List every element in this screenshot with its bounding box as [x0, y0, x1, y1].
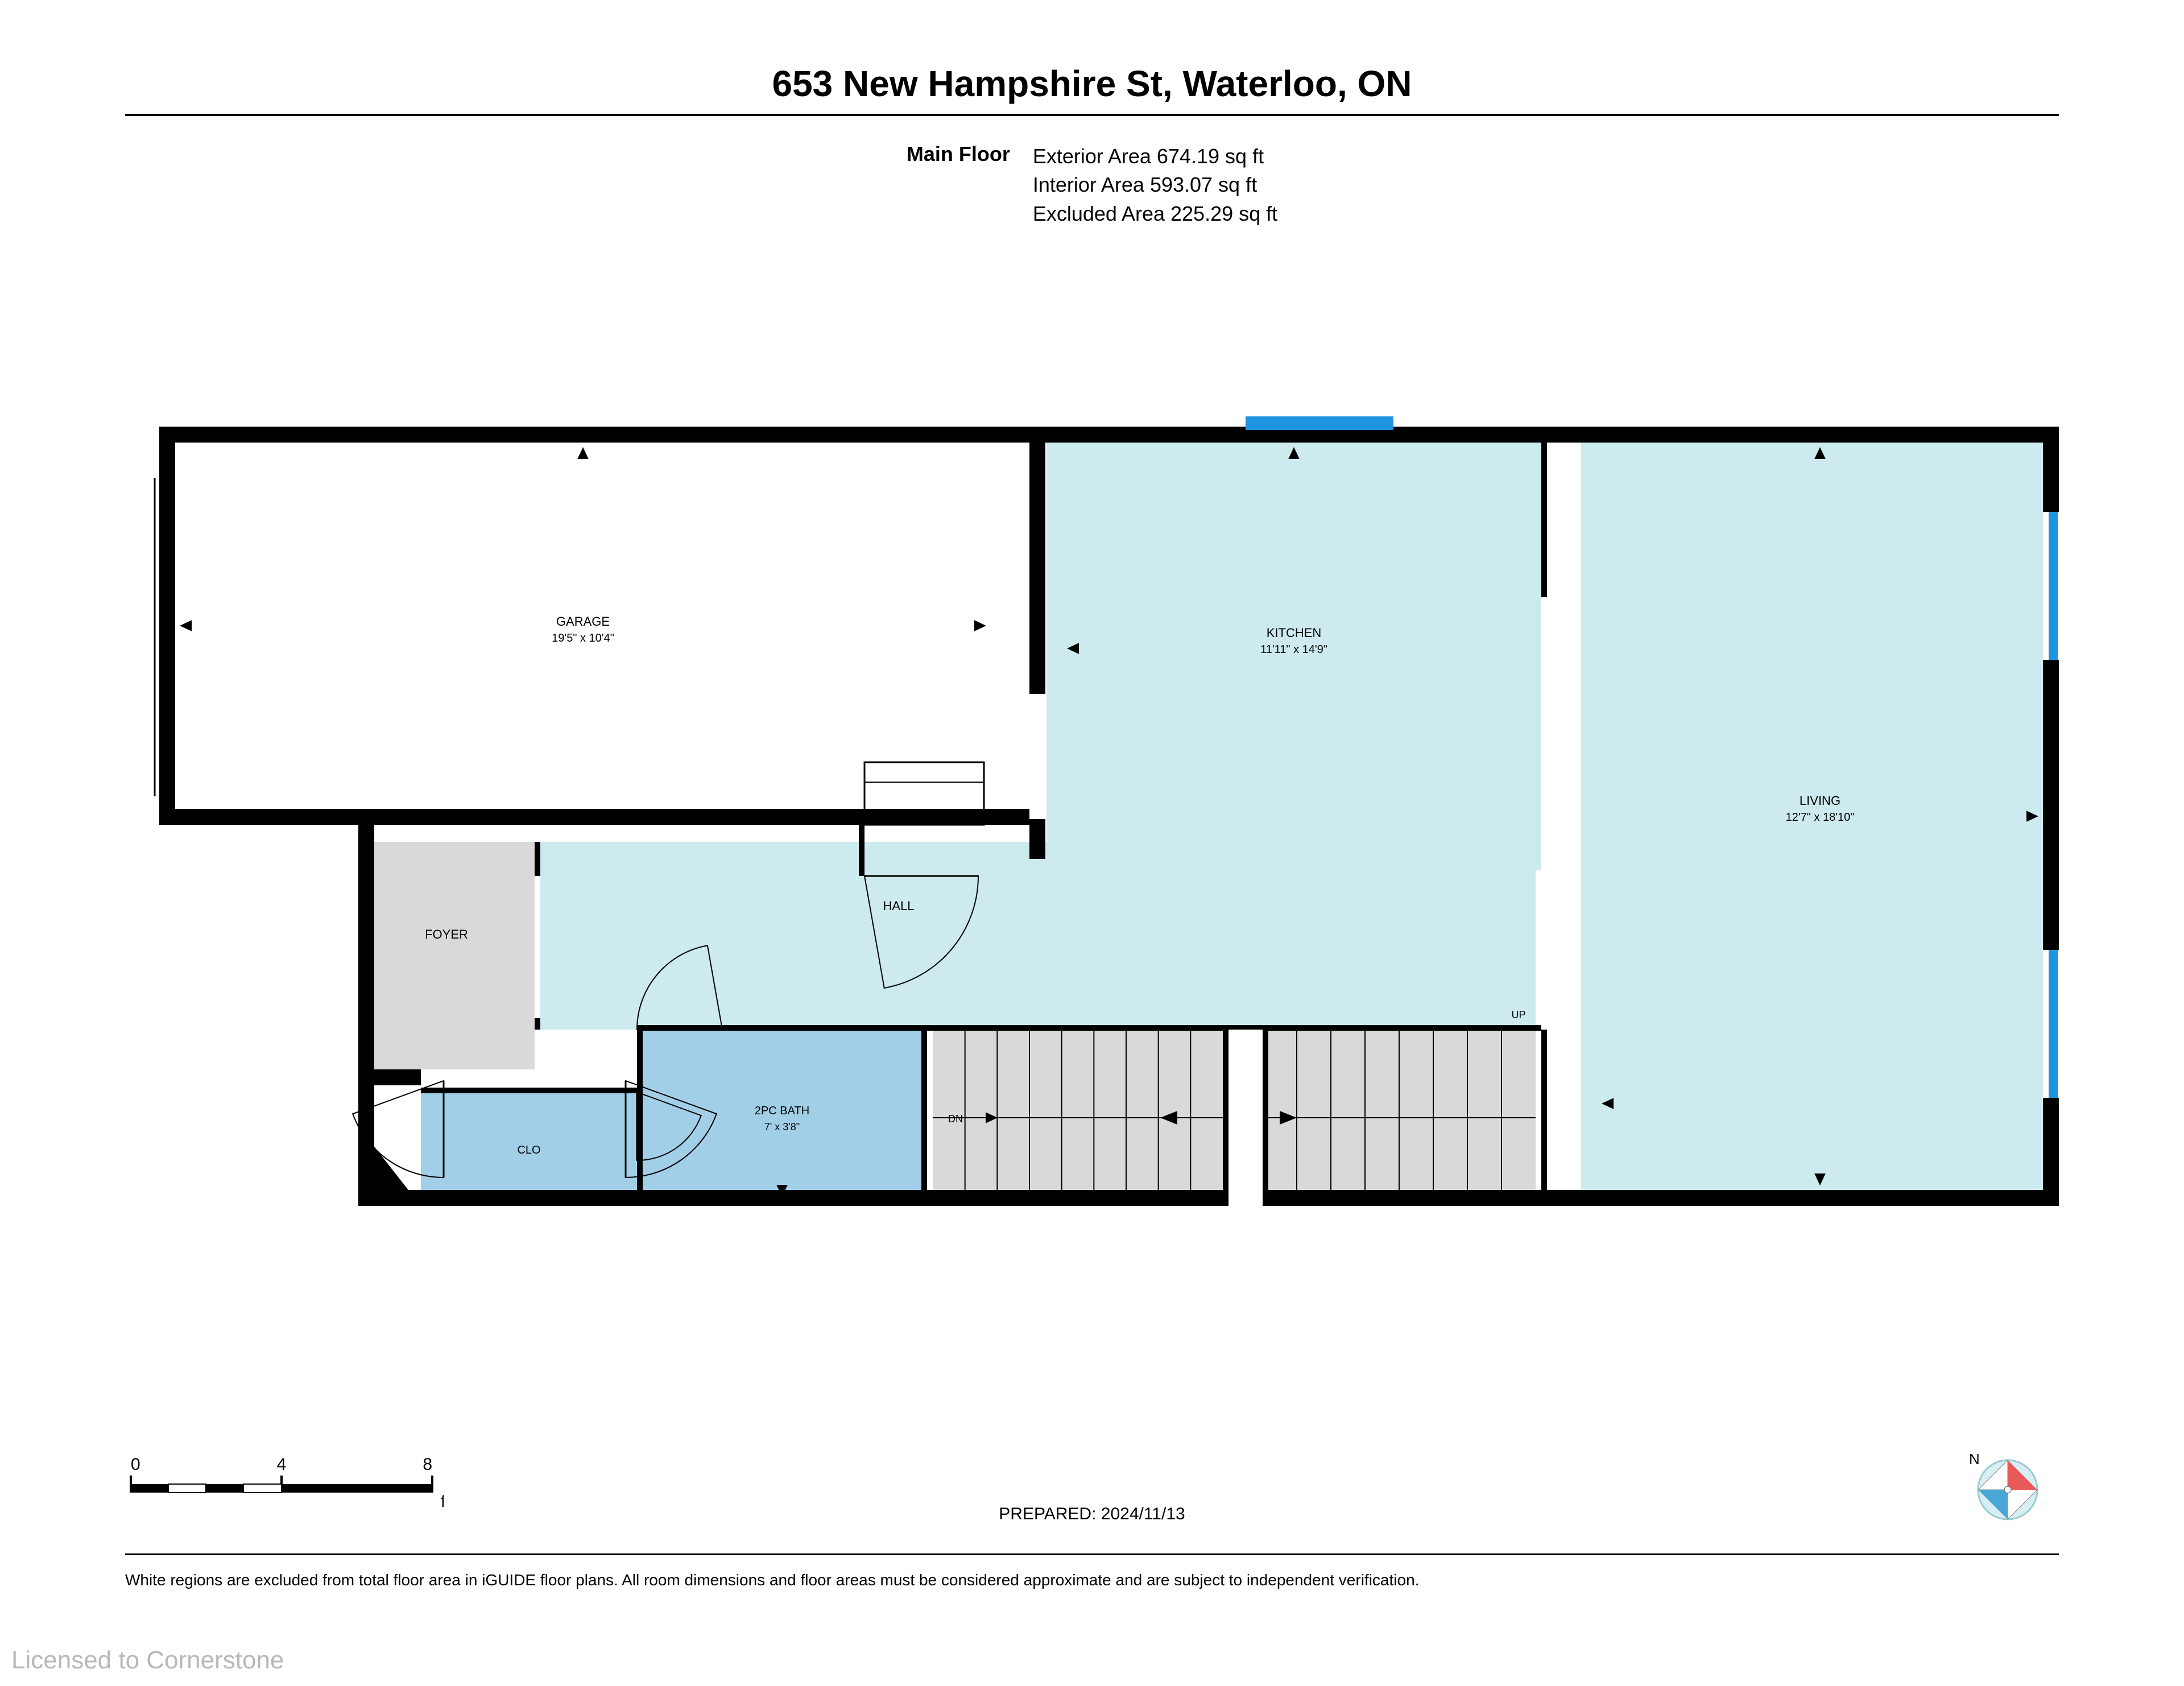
- svg-text:12'7" x 18'10": 12'7" x 18'10": [1786, 811, 1855, 824]
- disclaimer-text: White regions are excluded from total fl…: [125, 1571, 2059, 1589]
- floor-meta: Main Floor Exterior Area 674.19 sq ft In…: [0, 142, 2184, 228]
- area-exterior: Exterior Area 674.19 sq ft: [1033, 142, 1277, 171]
- prepared-date: PREPARED: 2024/11/13: [0, 1505, 2184, 1524]
- svg-text:2PC BATH: 2PC BATH: [755, 1105, 809, 1117]
- floor-name: Main Floor: [907, 142, 1010, 228]
- area-excluded: Excluded Area 225.29 sq ft: [1033, 200, 1277, 228]
- svg-text:GARAGE: GARAGE: [556, 614, 610, 629]
- scale-8: 8: [423, 1455, 432, 1474]
- scale-0: 0: [131, 1455, 140, 1474]
- svg-text:HALL: HALL: [883, 899, 914, 913]
- license-text: Licensed to Cornerstone: [11, 1646, 284, 1675]
- svg-text:LIVING: LIVING: [1800, 794, 1840, 808]
- title-rule: [125, 114, 2059, 116]
- svg-text:CLO: CLO: [517, 1144, 540, 1156]
- svg-text:FOYER: FOYER: [425, 927, 468, 941]
- disclaimer-rule: [125, 1553, 2059, 1555]
- page-title: 653 New Hampshire St, Waterloo, ON: [0, 63, 2184, 105]
- svg-text:DN: DN: [948, 1113, 963, 1125]
- svg-text:KITCHEN: KITCHEN: [1267, 626, 1322, 640]
- svg-text:UP: UP: [1511, 1009, 1525, 1020]
- svg-text:N: N: [1969, 1451, 1980, 1468]
- area-interior: Interior Area 593.07 sq ft: [1033, 171, 1277, 199]
- scale-4: 4: [277, 1455, 287, 1474]
- svg-text:11'11" x 14'9": 11'11" x 14'9": [1260, 643, 1327, 656]
- svg-text:7' x 3'8": 7' x 3'8": [764, 1121, 800, 1133]
- floor-areas: Exterior Area 674.19 sq ft Interior Area…: [1033, 142, 1277, 228]
- floorplan: GARAGE 19'5" x 10'4" KITCHEN 11'11" x 14'9"…: [125, 410, 2059, 1223]
- svg-text:19'5" x 10'4": 19'5" x 10'4": [552, 632, 614, 644]
